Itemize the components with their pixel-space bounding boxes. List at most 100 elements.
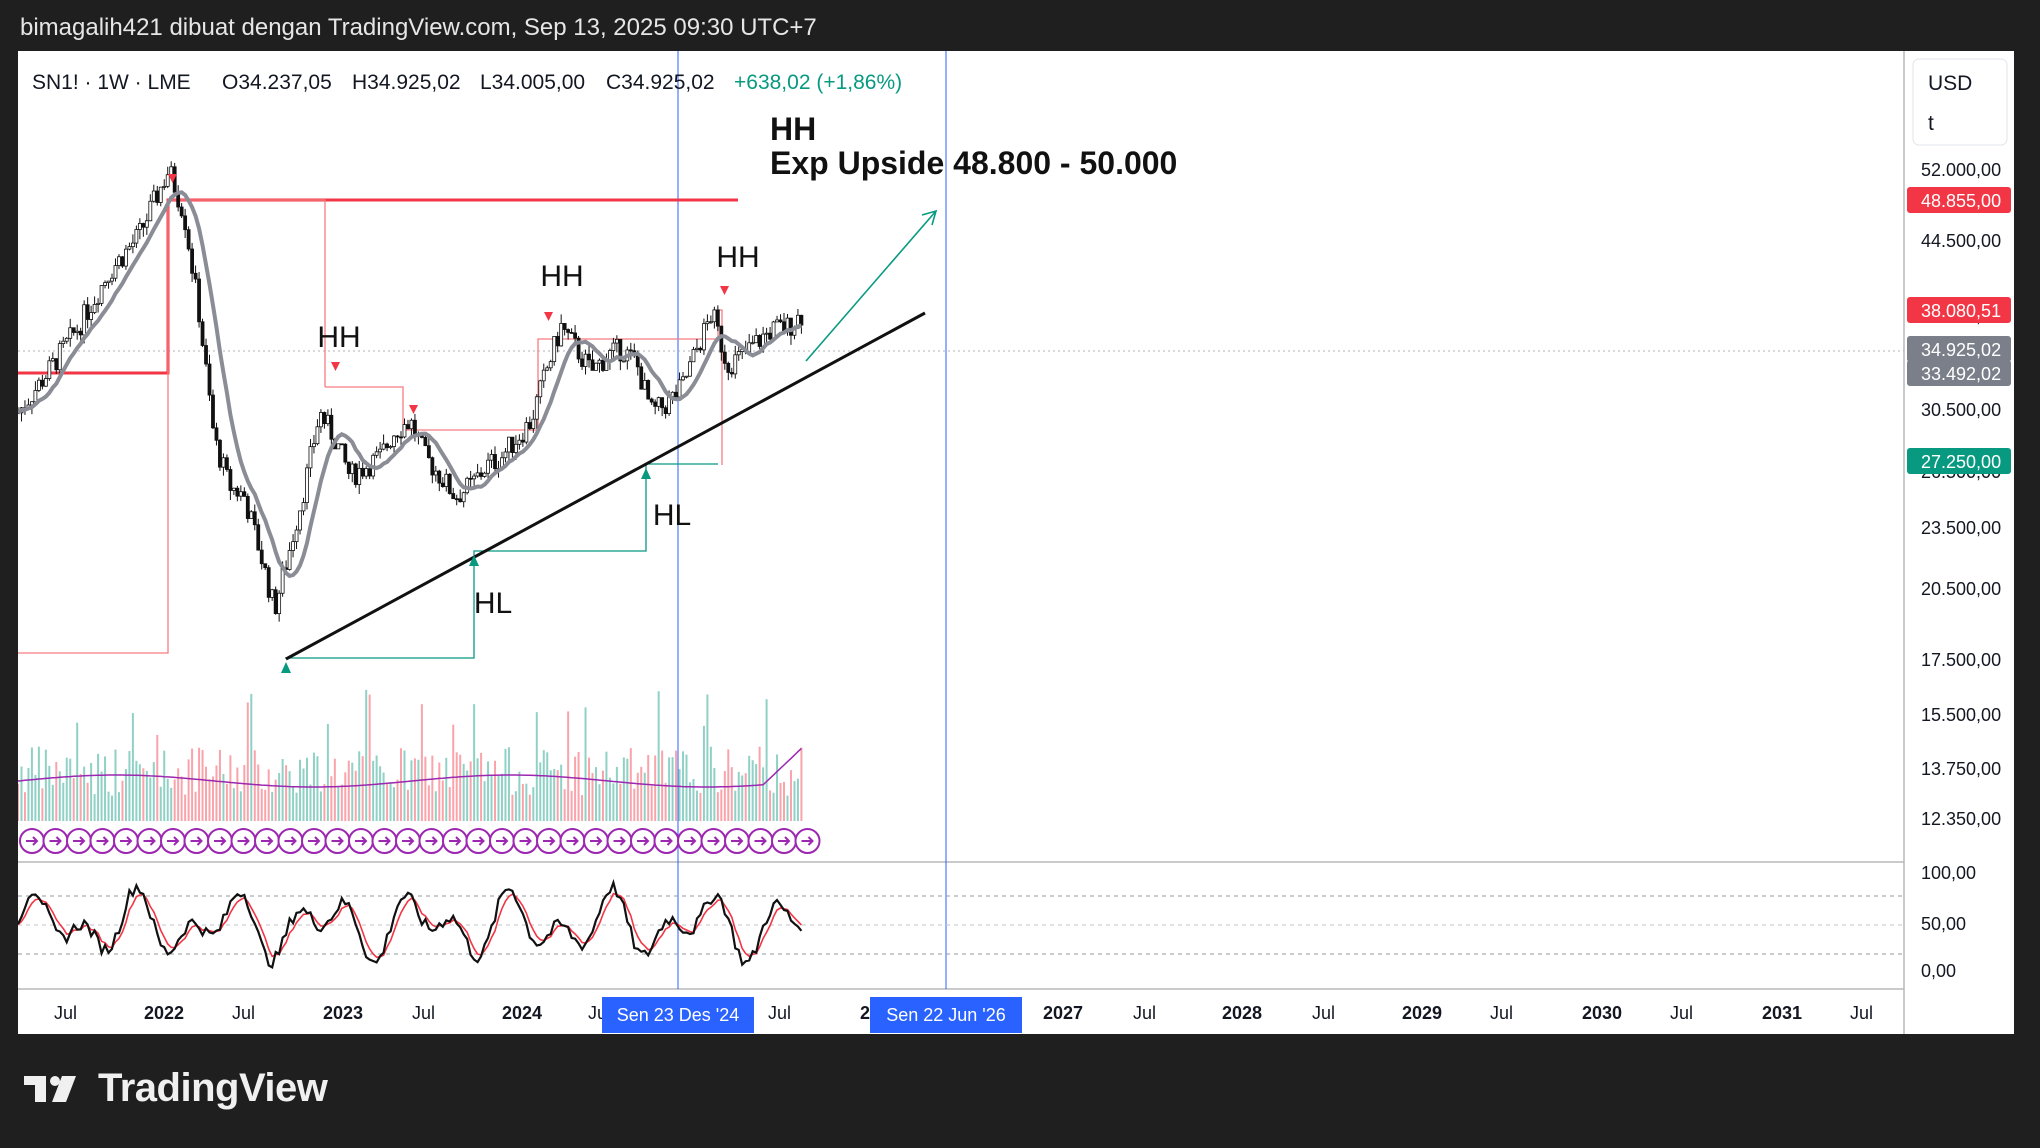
volume-bar bbox=[180, 776, 183, 821]
event-badge-icon bbox=[677, 828, 703, 854]
volume-bar bbox=[236, 767, 239, 821]
candle-body bbox=[273, 589, 278, 615]
price-badge: 48.855,00 bbox=[1907, 187, 2011, 213]
projection-arrow[interactable] bbox=[805, 210, 937, 362]
candle-body bbox=[406, 424, 410, 430]
volume-bar bbox=[382, 772, 385, 821]
candle-body bbox=[569, 332, 574, 334]
chart-canvas[interactable]: HH HH HH HL HL HH Exp Upside 48.800 - 50… bbox=[16, 51, 2014, 1034]
stoch-k-line[interactable] bbox=[17, 878, 803, 970]
volume-bar bbox=[305, 757, 308, 821]
volume-bar bbox=[90, 762, 93, 821]
volume-bar bbox=[333, 758, 336, 821]
volume-bar bbox=[184, 794, 187, 821]
candle-body bbox=[301, 502, 306, 512]
candle-body bbox=[33, 390, 38, 403]
candle-body bbox=[642, 380, 647, 390]
volume-bar bbox=[295, 792, 298, 821]
volume-bar bbox=[438, 762, 441, 821]
candle-body bbox=[134, 229, 139, 244]
tradingview-logo-icon bbox=[24, 1075, 76, 1102]
candle-body bbox=[663, 407, 668, 414]
volume-bar bbox=[17, 783, 19, 821]
candle-body bbox=[329, 414, 334, 440]
currency-selector[interactable]: USD t bbox=[1912, 58, 2008, 146]
volume-bar bbox=[253, 750, 256, 821]
price-badge-label: 27.250,00 bbox=[1921, 452, 2001, 472]
volume-bar bbox=[800, 747, 803, 821]
event-badge-arrow bbox=[778, 836, 791, 846]
volume-bar bbox=[302, 768, 305, 821]
volume-bar bbox=[225, 783, 228, 821]
low-value: L34.005,00 bbox=[480, 71, 585, 94]
hh-step-line[interactable] bbox=[18, 199, 326, 654]
candle-body bbox=[520, 439, 525, 443]
hh-step-line[interactable] bbox=[325, 309, 723, 465]
volume-bar bbox=[490, 775, 493, 821]
moving-average-line[interactable] bbox=[16, 190, 802, 579]
price-axis[interactable]: 52.000,0044.500,0038.500,0030.500,0026.5… bbox=[1921, 160, 2001, 829]
candle-body bbox=[50, 358, 55, 362]
time-axis-label: Jul bbox=[1850, 1003, 1873, 1023]
chart-frame[interactable]: HH HH HH HL HL HH Exp Upside 48.800 - 50… bbox=[16, 51, 2014, 1034]
time-highlight-bg bbox=[870, 997, 1022, 1033]
candle-body bbox=[614, 338, 619, 344]
volume-bar bbox=[765, 699, 768, 821]
osc-tick-label: 100,00 bbox=[1921, 863, 1976, 883]
volume-bar bbox=[232, 788, 235, 821]
event-badge-arrow bbox=[73, 836, 86, 846]
ascending-trendline[interactable] bbox=[285, 311, 926, 661]
candle-body bbox=[64, 337, 69, 342]
volume-bar bbox=[316, 756, 319, 821]
candle-body bbox=[590, 359, 595, 371]
candle-body bbox=[221, 457, 226, 468]
candle-body bbox=[256, 524, 261, 551]
stoch-d-line[interactable] bbox=[17, 892, 802, 959]
candle-body bbox=[736, 351, 741, 356]
volume-bar bbox=[72, 778, 75, 821]
event-badges[interactable] bbox=[19, 828, 821, 854]
time-axis-label: 2030 bbox=[1582, 1003, 1622, 1023]
event-badge-icon bbox=[136, 828, 163, 854]
time-axis-label: 2027 bbox=[1043, 1003, 1083, 1023]
volume-bar bbox=[344, 772, 347, 821]
price-badge: 33.492,02 bbox=[1907, 360, 2011, 386]
candle-body bbox=[277, 592, 282, 615]
oscillator-axis[interactable]: 100,00 50,00 0,00 bbox=[1921, 863, 1976, 981]
volume-bar bbox=[323, 784, 326, 821]
volume-bar bbox=[431, 755, 434, 821]
volume-bar bbox=[483, 781, 486, 821]
candle-body bbox=[169, 166, 174, 176]
currency-label: USD bbox=[1928, 72, 1972, 95]
candle-body bbox=[486, 459, 490, 474]
volume-bar bbox=[581, 795, 584, 821]
candle-body bbox=[750, 342, 755, 345]
candle-body bbox=[127, 246, 132, 250]
price-badge-label: 48.855,00 bbox=[1921, 191, 2001, 211]
volume-bar bbox=[608, 777, 611, 821]
candle-body bbox=[308, 446, 313, 469]
volume-bar bbox=[55, 761, 58, 821]
candle-body bbox=[611, 342, 616, 351]
volume-bar bbox=[65, 757, 68, 821]
volume-bar bbox=[319, 791, 322, 821]
volume-bar bbox=[758, 746, 761, 821]
candle-body bbox=[527, 422, 532, 429]
candle-body bbox=[392, 435, 396, 447]
volume-bar bbox=[170, 787, 173, 821]
candle-body bbox=[190, 248, 194, 274]
event-badge-arrow bbox=[684, 836, 697, 846]
candle-body bbox=[165, 174, 170, 187]
hh-level-line[interactable] bbox=[18, 198, 738, 375]
candles[interactable] bbox=[16, 161, 804, 622]
tradingview-logo[interactable]: TradingView bbox=[22, 1066, 328, 1111]
time-axis-highlights: Sen 23 Des '24 Sen 22 Jun '26 bbox=[602, 997, 1022, 1033]
event-badge-arrow bbox=[261, 836, 274, 846]
price-badge-label: 33.492,02 bbox=[1921, 364, 2001, 384]
volume-bar bbox=[445, 757, 448, 821]
event-badge-icon bbox=[653, 828, 680, 854]
hl-step-line[interactable] bbox=[285, 463, 718, 659]
volume-bar bbox=[375, 755, 378, 821]
volume-bar bbox=[173, 779, 176, 821]
volume-bar bbox=[612, 783, 615, 821]
